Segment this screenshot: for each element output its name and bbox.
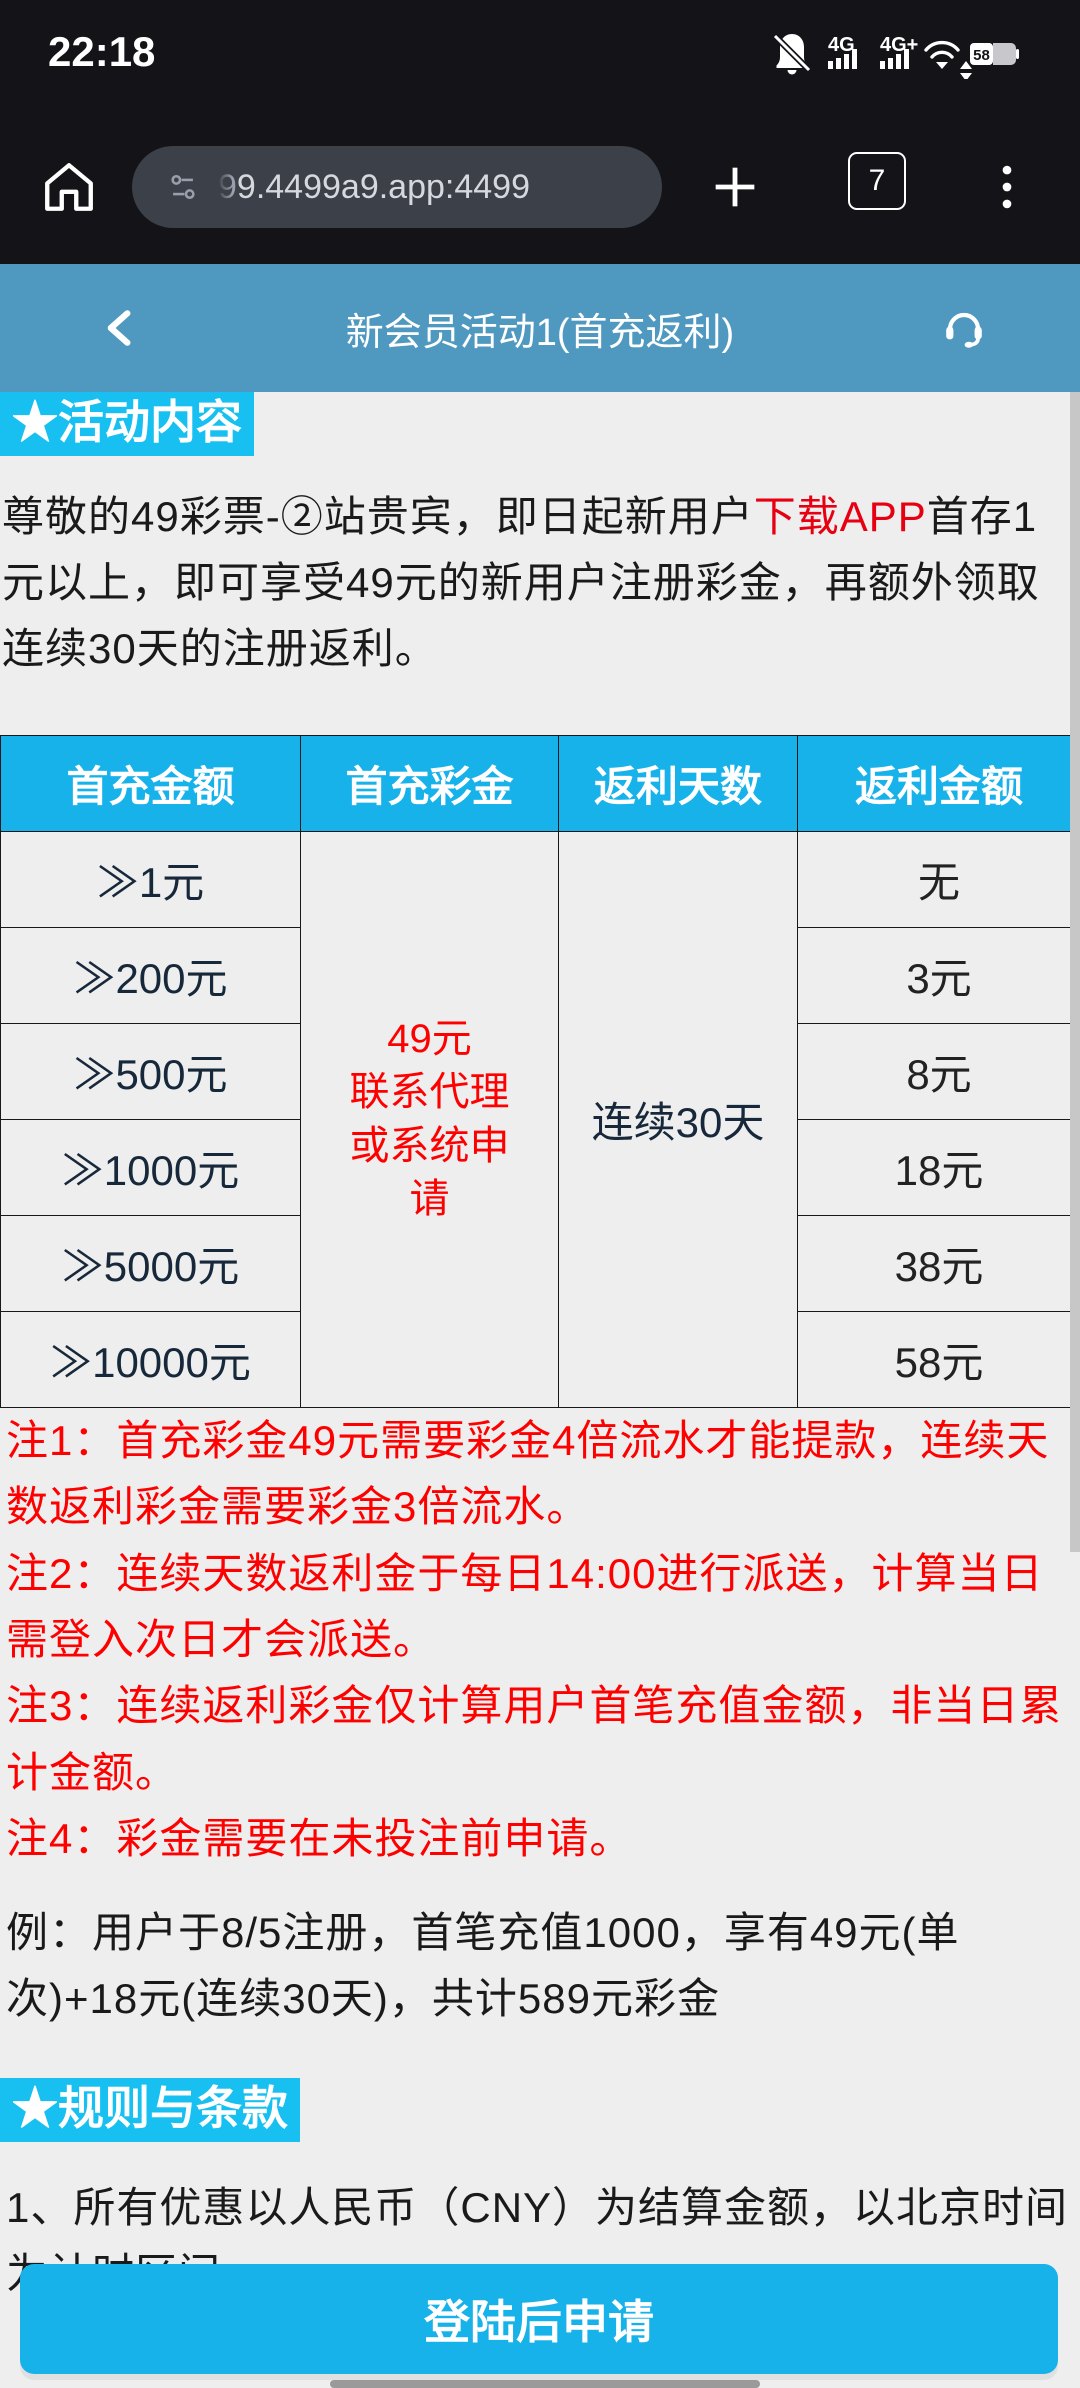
svg-text:4G: 4G	[828, 34, 855, 56]
svg-text:4G+: 4G+	[880, 34, 918, 56]
svg-text:58: 58	[973, 47, 990, 64]
